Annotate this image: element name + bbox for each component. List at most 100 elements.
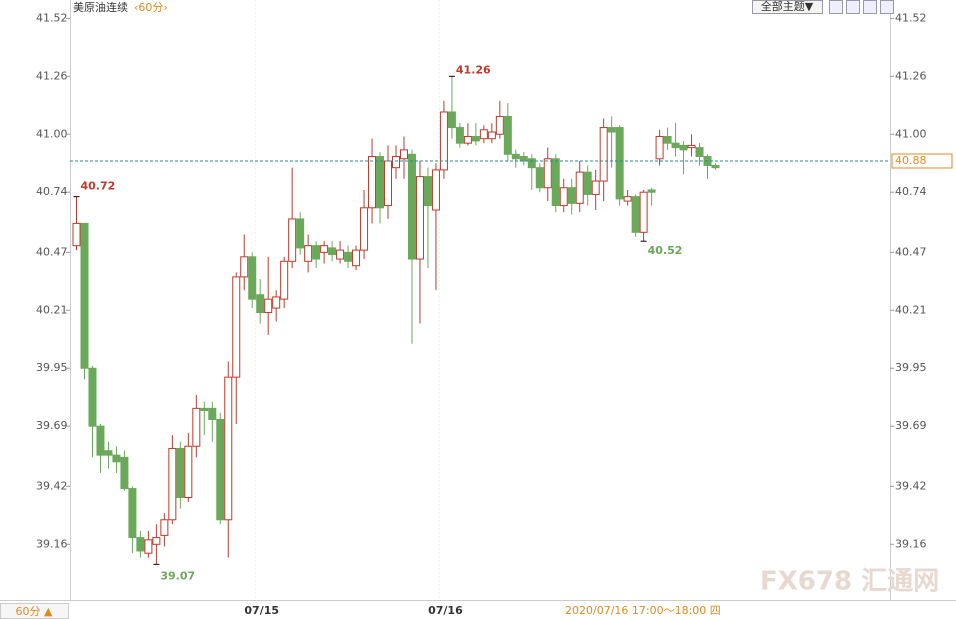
theme-button-label[interactable]: 全部主题▼ [761, 0, 814, 13]
y2-tick-label: 39.95 [895, 361, 927, 374]
candle-body [160, 519, 169, 536]
candle-body [631, 196, 640, 233]
candle-body [447, 111, 456, 129]
candle-body [671, 142, 680, 149]
tool-icon[interactable] [846, 0, 860, 14]
y-tick-label: 40.47 [36, 245, 68, 258]
candle-body [104, 450, 113, 456]
candle-body [423, 176, 432, 207]
tool-icon[interactable] [829, 0, 843, 14]
candle-body [248, 256, 257, 300]
candle-body [128, 488, 137, 539]
candle-body [647, 189, 656, 193]
candle-body [304, 245, 313, 262]
candle-body [455, 127, 464, 144]
y-tick-label: 39.95 [36, 361, 68, 374]
candle-body [392, 156, 400, 169]
candle-body [655, 135, 664, 160]
y-tick-label: 40.21 [36, 303, 68, 316]
candle-body [495, 115, 504, 135]
period-label: ‹60分› [134, 1, 168, 14]
candle-body [216, 418, 225, 521]
candle-body [176, 447, 185, 498]
period-button-label[interactable]: 60分 ▲ [16, 605, 53, 618]
x-tick-label: 07/16 [428, 604, 463, 617]
y-tick-label: 39.69 [36, 419, 68, 432]
candle-body [80, 222, 89, 369]
candle-body [439, 111, 448, 171]
candle-body [471, 135, 480, 142]
candle-body [344, 251, 353, 262]
candle-body [280, 260, 289, 300]
candle-body [487, 131, 496, 140]
candle-body [288, 218, 297, 262]
candle-body [144, 539, 153, 554]
y-tick-label: 41.26 [36, 69, 68, 82]
candle-body [368, 156, 377, 209]
candle-body [384, 160, 393, 207]
theme-button[interactable] [752, 0, 823, 14]
candle-body [96, 425, 105, 456]
candle-body [360, 207, 369, 251]
tool-icon[interactable] [880, 0, 894, 14]
candle-body [256, 294, 265, 314]
candle-body [575, 171, 584, 204]
candle-body [232, 276, 241, 378]
candle-body [224, 376, 233, 521]
candle-body [695, 147, 704, 158]
chart-title: 美原油连续 [73, 0, 128, 14]
candle-body [112, 454, 121, 463]
y-tick-label: 39.42 [36, 479, 68, 492]
candle-body [328, 247, 337, 256]
candle-body [463, 135, 472, 144]
watermark: FX678 汇通网 [760, 567, 939, 597]
extreme-label: 39.07 [160, 569, 195, 582]
candle-body [711, 164, 720, 169]
candle-body [208, 407, 217, 420]
x-tick-label: 07/15 [244, 604, 279, 617]
candle-body [615, 127, 624, 200]
candle-body [352, 249, 361, 267]
candle-body [591, 180, 600, 195]
tool-icon[interactable] [863, 0, 877, 14]
y-tick-label: 41.52 [36, 11, 68, 24]
candle-body [407, 153, 416, 260]
y2-tick-label: 41.26 [895, 69, 927, 82]
candle-body [264, 298, 273, 314]
candle-body [240, 256, 249, 278]
candle-body [679, 144, 688, 151]
candle-body [599, 127, 608, 182]
candle-body [152, 537, 161, 545]
time-info: 2020/07/16 17:00～18:00 四 [565, 604, 721, 617]
candle-body [72, 222, 81, 247]
candle-body [431, 169, 440, 211]
candle-body [503, 115, 512, 155]
candle-body [312, 245, 321, 260]
y2-tick-label: 39.42 [895, 479, 927, 492]
y2-tick-label: 41.00 [895, 127, 927, 140]
candle-body [376, 156, 385, 209]
candle-body [607, 127, 616, 133]
extreme-label: 40.52 [648, 244, 683, 257]
y2-tick-label: 40.47 [895, 245, 927, 258]
extreme-label: 40.72 [81, 180, 116, 193]
last-price-box [891, 153, 953, 169]
candle-body [168, 447, 177, 521]
candle-body [623, 196, 632, 202]
candle-body [192, 407, 201, 447]
y2-tick-label: 40.74 [895, 185, 927, 198]
last-price-label: 40.88 [895, 154, 927, 167]
candle-body [120, 456, 129, 490]
y-tick-label: 39.16 [36, 537, 68, 550]
candle-body [184, 445, 193, 498]
y-tick-label: 41.00 [36, 127, 68, 140]
candle-body [543, 158, 552, 189]
candle-body [479, 129, 488, 140]
y-tick-label: 40.74 [36, 185, 68, 198]
y2-tick-label: 40.21 [895, 303, 927, 316]
candle-body [527, 158, 536, 169]
candle-body [583, 171, 592, 195]
